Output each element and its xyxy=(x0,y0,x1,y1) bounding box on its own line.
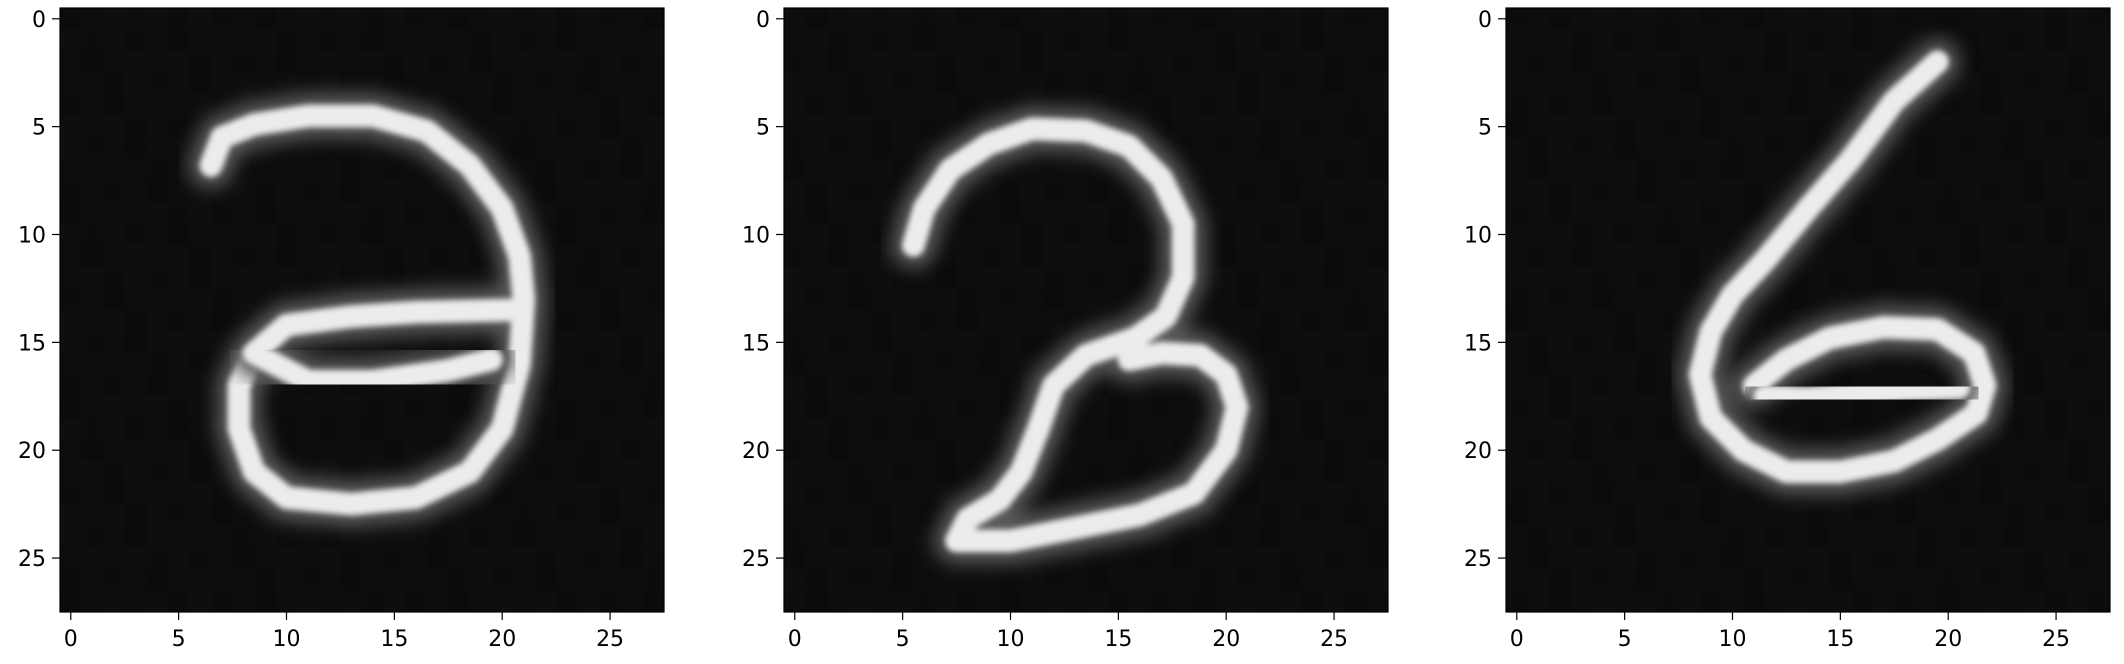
x-tick-label: 20 xyxy=(1934,627,1962,652)
x-tick-label: 5 xyxy=(896,627,910,652)
x-tick-label: 10 xyxy=(273,627,301,652)
axes-frame xyxy=(1505,7,2111,613)
x-tick-label: 5 xyxy=(172,627,186,652)
y-tick-label: 10 xyxy=(742,224,770,249)
y-tick-label: 25 xyxy=(18,547,46,572)
digit-plot-3: 0 5 10 15 20 25 0 5 10 15 20 25 xyxy=(1464,7,2111,652)
y-tick-label: 0 xyxy=(1478,8,1492,33)
image-panel-3: 0 5 10 15 20 25 0 5 10 15 20 25 xyxy=(1456,0,2124,664)
y-tick-label: 5 xyxy=(32,116,46,141)
pixel-grid xyxy=(1506,8,2110,612)
x-tick-label: 20 xyxy=(488,627,516,652)
y-tick-label: 0 xyxy=(756,8,770,33)
y-tick-label: 20 xyxy=(18,439,46,464)
y-tick-label: 20 xyxy=(742,439,770,464)
digit-strokes xyxy=(1677,39,2008,495)
axes-frame xyxy=(59,7,665,613)
image-panel-2: 0 5 10 15 20 25 0 5 10 15 20 25 xyxy=(734,0,1434,664)
x-tick-label: 25 xyxy=(1320,627,1348,652)
x-tick-label: 20 xyxy=(1212,627,1240,652)
digit-plot-1: 0 5 10 15 20 25 0 5 10 15 20 25 xyxy=(18,7,665,652)
y-tick-label: 15 xyxy=(1464,331,1492,356)
y-tick-label: 20 xyxy=(1464,439,1492,464)
y-tick-label: 5 xyxy=(756,116,770,141)
axes-frame xyxy=(783,7,1389,613)
x-tick-label: 10 xyxy=(1719,627,1747,652)
image-panel-1: 0 5 10 15 20 25 0 5 10 15 20 25 xyxy=(10,0,710,664)
x-tick-label: 0 xyxy=(64,627,78,652)
y-tick-label: 25 xyxy=(742,547,770,572)
x-tick-label: 0 xyxy=(1510,627,1524,652)
digit-strokes xyxy=(188,93,547,527)
y-tick-label: 15 xyxy=(742,331,770,356)
digit-stroke xyxy=(242,341,503,393)
digit-stroke xyxy=(1688,50,1997,484)
y-tick-label: 5 xyxy=(1478,116,1492,141)
x-tick-label: 10 xyxy=(997,627,1025,652)
x-tick-label: 25 xyxy=(2042,627,2070,652)
y-tick-label: 10 xyxy=(1464,224,1492,249)
x-tick-label: 15 xyxy=(1104,627,1132,652)
x-tick-label: 25 xyxy=(596,627,624,652)
y-tick-label: 25 xyxy=(1464,547,1492,572)
x-tick-label: 15 xyxy=(380,627,408,652)
y-tick-label: 15 xyxy=(18,331,46,356)
digit-stroke xyxy=(1753,376,1971,410)
x-tick-label: 15 xyxy=(1826,627,1854,652)
y-tick-label: 0 xyxy=(32,8,46,33)
image-background xyxy=(1506,8,2110,612)
digit-strokes xyxy=(890,106,1260,564)
digit-plot-2: 0 5 10 15 20 25 0 5 10 15 20 25 xyxy=(742,7,1389,652)
x-tick-label: 0 xyxy=(788,627,802,652)
y-tick-label: 10 xyxy=(18,224,46,249)
x-tick-label: 5 xyxy=(1618,627,1632,652)
digit-stroke xyxy=(902,117,1249,553)
